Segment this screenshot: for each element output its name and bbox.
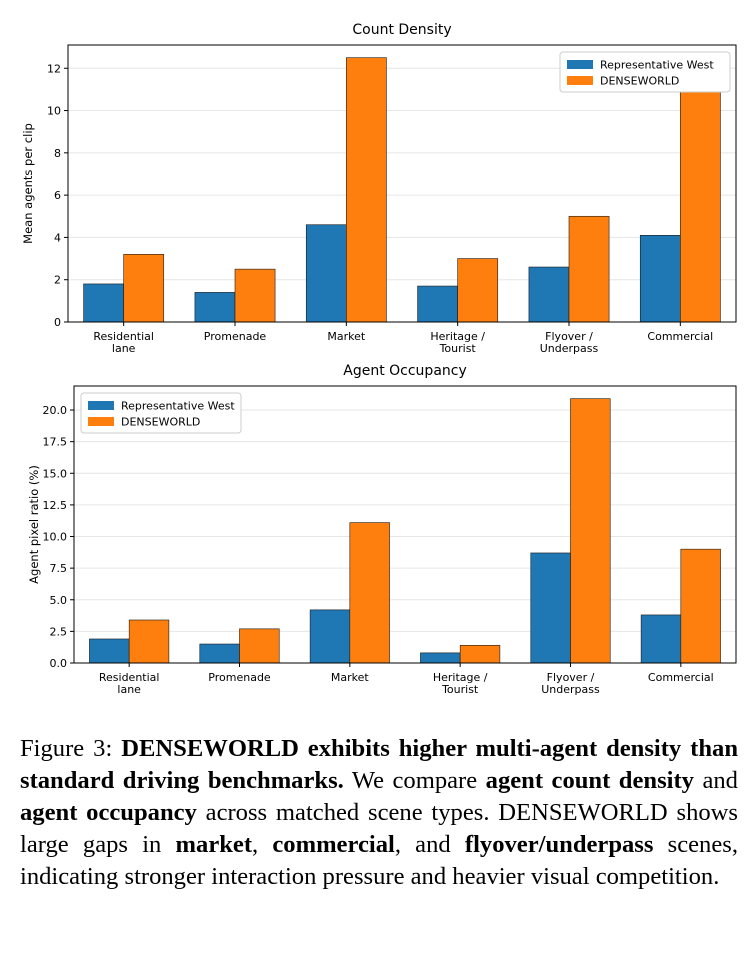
x-tick-label: Residential xyxy=(99,671,160,684)
y-tick-label: 10.0 xyxy=(43,531,68,544)
caption-text-2: and xyxy=(693,767,738,794)
y-tick-label: 10 xyxy=(47,105,61,118)
bar-representative-west xyxy=(417,285,458,323)
x-tick-label: Market xyxy=(327,330,365,343)
x-tick-label: Market xyxy=(331,671,369,684)
x-tick-label: Promenade xyxy=(208,671,271,684)
y-tick-label: 12 xyxy=(47,62,61,75)
bar-denseworld xyxy=(680,89,721,323)
y-tick-label: 8 xyxy=(54,147,61,160)
legend-box xyxy=(80,392,242,434)
bar-representative-west xyxy=(89,638,130,664)
caption-lead: DENSEWORLD exhibits higher multi-agent d… xyxy=(20,735,739,794)
y-tick-label: 4 xyxy=(54,231,61,244)
x-tick-label: Underpass xyxy=(540,342,599,355)
bar-representative-west xyxy=(309,609,351,664)
legend-label: DENSEWORLD xyxy=(121,416,200,429)
caption-text-3: across matched scene types. DENSEWORLD s… xyxy=(20,799,738,858)
y-tick-label: 0.0 xyxy=(50,657,68,670)
x-tick-label: Commercial xyxy=(647,330,713,343)
bar-denseworld xyxy=(349,522,390,664)
legend-box xyxy=(559,51,731,93)
bar-representative-west xyxy=(305,224,347,323)
bar-representative-west xyxy=(530,552,571,664)
bar-representative-west xyxy=(639,235,681,323)
caption-text-1: We compare xyxy=(343,767,486,794)
y-tick-label: 12.5 xyxy=(43,499,68,512)
x-tick-label: Tourist xyxy=(439,342,477,355)
x-tick-label: Heritage / xyxy=(433,671,488,684)
x-tick-label: Residential xyxy=(93,330,154,343)
caption-bold-1: agent count density xyxy=(485,767,694,794)
plot-frame xyxy=(73,385,737,664)
x-tick-label: Flyover / xyxy=(545,330,593,343)
bar-denseworld xyxy=(457,258,499,323)
legend-label: DENSEWORLD xyxy=(600,75,679,88)
bar-denseworld xyxy=(123,254,165,323)
legend-swatch xyxy=(567,60,593,69)
x-tick-label: Promenade xyxy=(204,330,267,343)
y-axis-label: Mean agents per clip xyxy=(21,123,35,244)
legend-swatch xyxy=(88,417,114,426)
bar-denseworld xyxy=(680,548,721,664)
chart-title: Count Density xyxy=(352,22,451,38)
caption-label: Figure 3: xyxy=(20,735,122,762)
agent-occupancy-chart: 0.0 2.5 5.0 7.5 10.0 12.5 15.0 17.5 20.0 Resident… xyxy=(27,363,737,696)
bar-representative-west xyxy=(640,614,682,664)
x-tick-label: Heritage / xyxy=(430,330,485,343)
bar-denseworld xyxy=(239,628,280,664)
caption-bold-5: flyover/underpass xyxy=(464,831,654,858)
x-tick-label: Tourist xyxy=(441,683,479,696)
bar-representative-west xyxy=(199,643,240,664)
bar-denseworld xyxy=(459,644,501,664)
y-tick-label: 2 xyxy=(54,274,61,287)
bar-denseworld xyxy=(234,268,276,323)
bar-denseworld xyxy=(128,619,170,664)
bar-representative-west xyxy=(420,652,461,664)
y-axis-label: Agent pixel ratio (%) xyxy=(27,465,41,584)
x-tick-label: Underpass xyxy=(541,683,600,696)
bar-representative-west xyxy=(528,266,570,323)
bar-representative-west xyxy=(83,283,124,323)
y-tick-label: 5.0 xyxy=(50,594,68,607)
y-tick-label: 17.5 xyxy=(43,436,68,449)
caption-text-6: scenes, indicating stronger interaction … xyxy=(20,831,738,890)
caption-bold-4: commercial xyxy=(272,831,395,858)
caption-text-5: , and xyxy=(394,831,465,858)
legend-swatch xyxy=(88,401,114,410)
bar-representative-west xyxy=(194,292,236,323)
caption-bold-2: agent occupancy xyxy=(20,799,197,826)
chart-title: Agent Occupancy xyxy=(343,363,467,379)
plot-frame xyxy=(67,44,737,323)
x-tick-label: Flyover / xyxy=(547,671,595,684)
figure-caption: Figure 3: DENSEWORLD exhibits higher mul… xyxy=(20,733,738,893)
legend-swatch xyxy=(567,76,593,85)
bar-denseworld xyxy=(568,215,610,323)
caption-text-4: , xyxy=(252,831,273,858)
x-tick-label: Commercial xyxy=(648,671,714,684)
y-tick-label: 0 xyxy=(54,316,61,329)
y-tick-label: 6 xyxy=(54,189,61,202)
x-tick-label: lane xyxy=(112,342,136,355)
legend-label: Representative West xyxy=(121,400,235,413)
y-tick-label: 7.5 xyxy=(50,562,68,575)
y-tick-label: 2.5 xyxy=(50,625,68,638)
bar-denseworld xyxy=(570,398,611,664)
x-tick-label: lane xyxy=(117,683,141,696)
caption-bold-3: market xyxy=(175,831,253,858)
y-tick-label: 20.0 xyxy=(43,404,68,417)
legend-label: Representative West xyxy=(600,59,714,72)
y-tick-label: 15.0 xyxy=(43,467,68,480)
bar-denseworld xyxy=(346,57,387,323)
